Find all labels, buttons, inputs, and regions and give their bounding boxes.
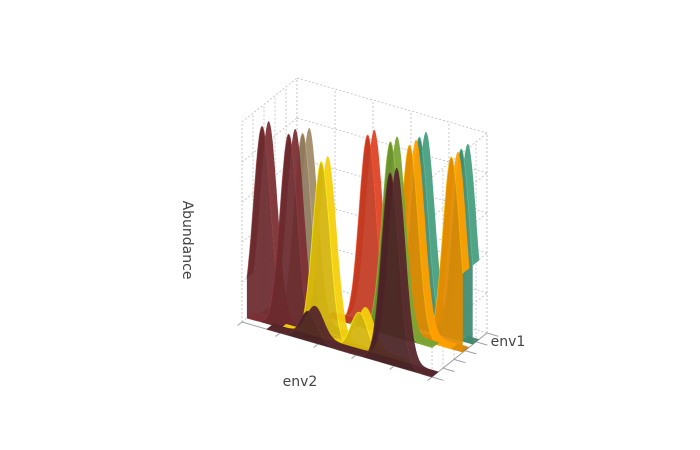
surface-crest [348, 172, 433, 378]
x-axis-title: env2 [283, 374, 318, 390]
surface-ridge [266, 305, 357, 354]
x-axis-tick [313, 343, 319, 348]
surface-face [409, 157, 463, 353]
grid-line [241, 77, 298, 123]
surface-layer [246, 121, 480, 378]
surface-ridge [348, 167, 439, 378]
x-axis-tick [351, 354, 357, 359]
surface-face [266, 311, 351, 354]
surface-face [367, 145, 452, 350]
surface-top [266, 305, 357, 354]
z-axis-title: Abundance [179, 201, 195, 280]
x-axis-tick [275, 332, 281, 337]
y-axis-title: env1 [491, 334, 526, 350]
y-axis-tick [453, 358, 466, 364]
y-axis-tick [431, 376, 444, 381]
surface-face [325, 135, 410, 342]
surface-face [348, 172, 432, 377]
y-axis-tick [442, 367, 455, 372]
y-axis-tick [475, 341, 488, 346]
y-axis-tick [486, 332, 499, 337]
surface-face [246, 126, 304, 335]
surface-face [317, 312, 402, 365]
x-axis-tick [427, 376, 433, 381]
x-axis-tick [237, 321, 243, 326]
surface-face [279, 161, 364, 354]
y-axis-tick [464, 350, 477, 355]
surface-crest [266, 310, 351, 354]
grid-line [296, 77, 488, 134]
surface-face [246, 134, 331, 343]
x-axis-tick [389, 365, 395, 370]
